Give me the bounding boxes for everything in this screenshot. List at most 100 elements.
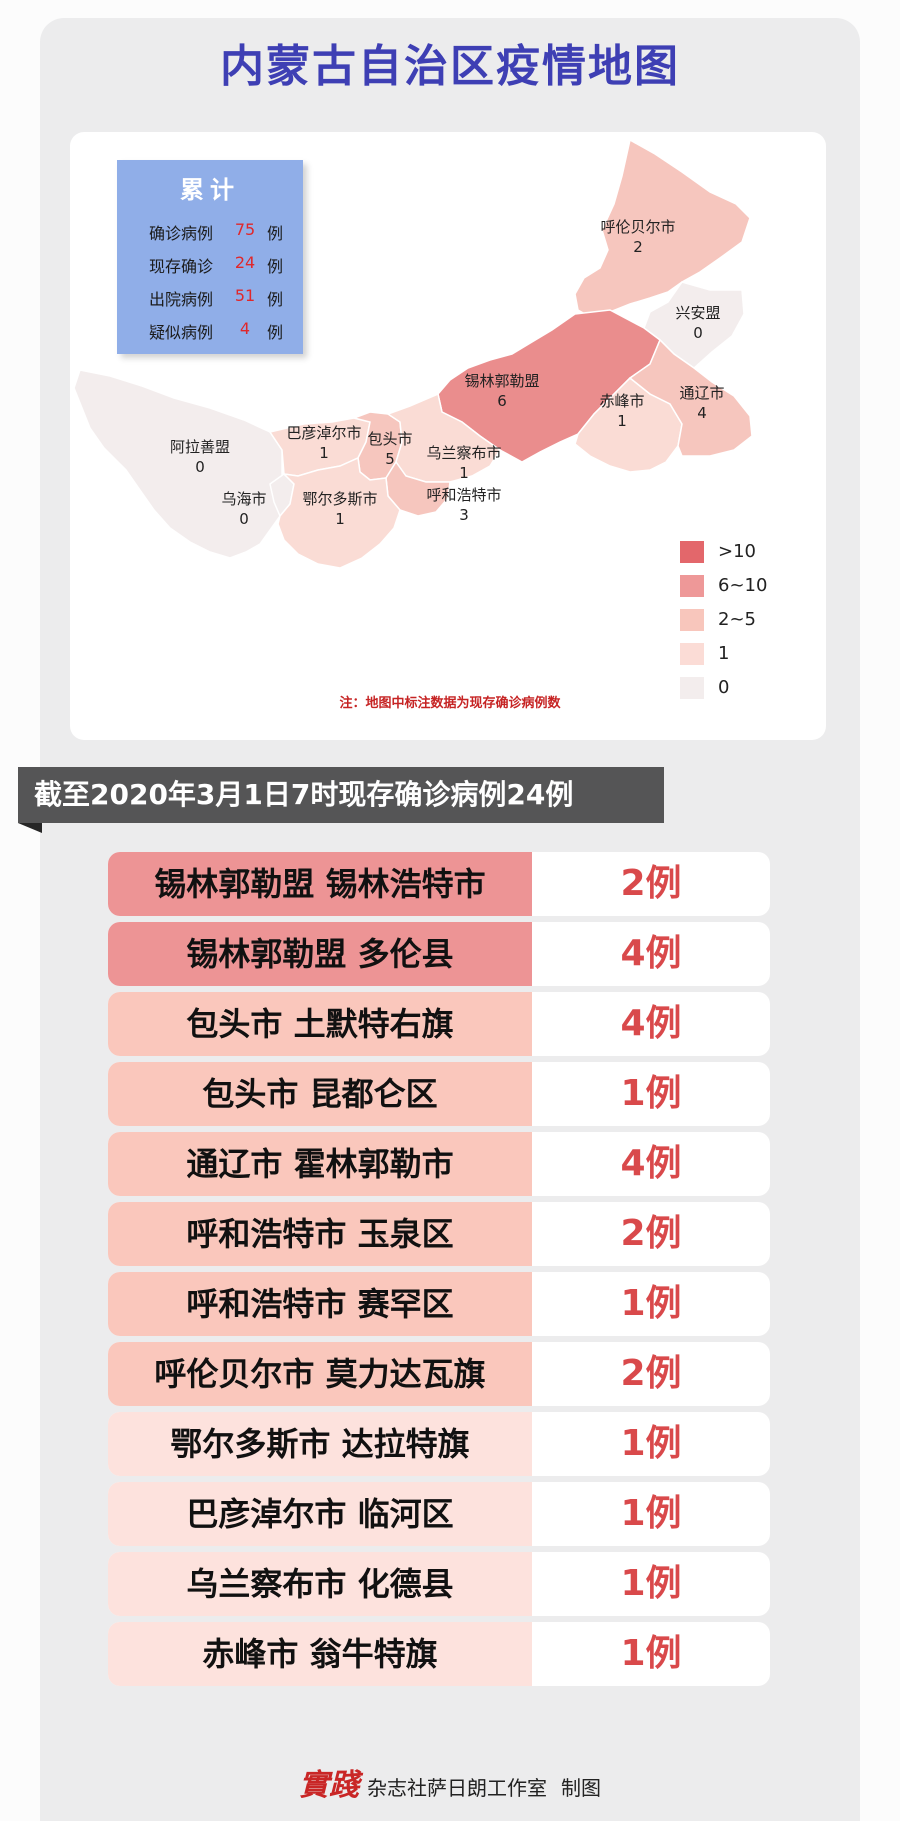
footer-credit: 實踐 杂志社萨日朗工作室 制图 xyxy=(0,1760,900,1804)
region-label-bayannur-count: 1 xyxy=(319,444,329,462)
case-name-cell xyxy=(108,992,532,1056)
case-row: 锡林郭勒盟 多伦县 4例 xyxy=(108,922,770,986)
region-alxa[interactable] xyxy=(73,369,285,559)
case-name-cell xyxy=(108,922,532,986)
date-banner-text: 截至2020年3月1日7时现存确诊病例24例 xyxy=(34,778,574,811)
case-row: 包头市 昆都仑区 1例 xyxy=(108,1062,770,1126)
case-count: 1例 xyxy=(620,1633,682,1674)
case-row: 鄂尔多斯市 达拉特旗 1例 xyxy=(108,1412,770,1476)
legend-item: 0 xyxy=(680,674,820,702)
credit-suffix: 制图 xyxy=(561,1776,601,1800)
stat-label: 确诊病例 xyxy=(149,224,214,243)
case-name-cell xyxy=(108,1062,532,1126)
case-name-cell xyxy=(108,1622,532,1686)
region-label-alxa-name: 阿拉善盟 xyxy=(170,438,230,456)
region-label-tongliao-name: 通辽市 xyxy=(679,384,724,402)
region-label-baotou-count: 5 xyxy=(385,450,395,468)
page-title: 内蒙古自治区疫情地图 xyxy=(220,41,680,92)
case-name-cell xyxy=(108,1482,532,1546)
legend-swatch xyxy=(680,677,704,699)
region-label-chifeng-count: 1 xyxy=(617,412,627,430)
case-row: 包头市 土默特右旗 4例 xyxy=(108,992,770,1056)
case-count: 4例 xyxy=(620,933,682,974)
region-label-baotou-name: 包头市 xyxy=(367,430,412,448)
region-label-bayannur-name: 巴彦淖尔市 xyxy=(286,424,361,442)
case-name-cell xyxy=(108,1552,532,1616)
stat-value: 4 xyxy=(239,319,251,338)
date-banner xyxy=(18,767,664,823)
region-label-wuhai-count: 0 xyxy=(239,510,249,528)
legend-item: >10 xyxy=(680,538,820,566)
region-label-hulunbuir-name: 呼伦贝尔市 xyxy=(600,218,675,236)
stats-title: 累计 xyxy=(180,176,240,204)
case-name-cell xyxy=(108,1412,532,1476)
stat-unit: 例 xyxy=(267,257,284,276)
region-label-alxa-count: 0 xyxy=(195,458,205,476)
case-count: 1例 xyxy=(620,1493,682,1534)
cumulative-stats-box: 累计 确诊病例 75 例 现存确诊 24 例 出院病例 51 例 疑似病例 4 … xyxy=(117,160,303,354)
case-location: 包头市 昆都仑区 xyxy=(202,1075,438,1113)
region-label-tongliao-count: 4 xyxy=(697,404,707,422)
region-tongliao[interactable] xyxy=(628,338,753,457)
case-location: 锡林郭勒盟 锡林浩特市 xyxy=(154,865,486,903)
region-label-hohhot-name: 呼和浩特市 xyxy=(426,486,501,504)
region-label-xilingol-count: 6 xyxy=(497,392,507,410)
legend-item: 2~5 xyxy=(680,606,820,634)
region-label-ordos-name: 鄂尔多斯市 xyxy=(302,490,377,508)
case-row: 锡林郭勒盟 锡林浩特市 2例 xyxy=(108,852,770,916)
legend-label: 1 xyxy=(718,643,730,664)
stat-value: 51 xyxy=(234,286,256,305)
case-count: 2例 xyxy=(620,1213,682,1254)
stat-value: 75 xyxy=(234,220,256,239)
case-count: 1例 xyxy=(620,1073,682,1114)
case-location: 包头市 土默特右旗 xyxy=(186,1005,454,1043)
stat-unit: 例 xyxy=(267,290,284,309)
legend-swatch xyxy=(680,541,704,563)
legend-label: 6~10 xyxy=(718,575,768,596)
region-ulanqab[interactable] xyxy=(386,392,502,483)
region-label-hinggan-name: 兴安盟 xyxy=(675,304,720,322)
case-row: 赤峰市 翁牛特旗 1例 xyxy=(108,1622,770,1686)
region-label-ulanqab-name: 乌兰察布市 xyxy=(426,444,501,462)
stat-unit: 例 xyxy=(267,323,284,342)
magazine-logo: 實踐 xyxy=(299,1768,359,1803)
case-count: 1例 xyxy=(620,1283,682,1324)
credit-text: 杂志社萨日朗工作室 xyxy=(367,1776,547,1800)
region-label-ulanqab-count: 1 xyxy=(459,464,469,482)
banner-fold xyxy=(18,823,42,833)
case-row: 乌兰察布市 化德县 1例 xyxy=(108,1552,770,1616)
case-location: 呼伦贝尔市 莫力达瓦旗 xyxy=(154,1355,486,1393)
case-count: 4例 xyxy=(620,1003,682,1044)
case-row: 呼和浩特市 赛罕区 1例 xyxy=(108,1272,770,1336)
legend-swatch xyxy=(680,575,704,597)
legend-item: 1 xyxy=(680,640,820,668)
case-row: 呼伦贝尔市 莫力达瓦旗 2例 xyxy=(108,1342,770,1406)
case-location: 呼和浩特市 玉泉区 xyxy=(186,1215,454,1253)
case-row: 通辽市 霍林郭勒市 4例 xyxy=(108,1132,770,1196)
case-name-cell xyxy=(108,1132,532,1196)
legend-label: 0 xyxy=(718,677,730,698)
case-count: 4例 xyxy=(620,1143,682,1184)
case-row: 呼和浩特市 玉泉区 2例 xyxy=(108,1202,770,1266)
case-location: 巴彦淖尔市 临河区 xyxy=(186,1495,454,1533)
region-label-hulunbuir-count: 2 xyxy=(633,238,643,256)
region-ordos[interactable] xyxy=(277,456,401,569)
case-name-cell xyxy=(108,1202,532,1266)
case-location: 通辽市 霍林郭勒市 xyxy=(186,1145,454,1183)
case-name-cell xyxy=(108,1342,532,1406)
region-hulunbuir[interactable] xyxy=(574,138,751,319)
case-location: 鄂尔多斯市 达拉特旗 xyxy=(170,1425,470,1463)
case-row: 巴彦淖尔市 临河区 1例 xyxy=(108,1482,770,1546)
region-label-hinggan-count: 0 xyxy=(693,324,703,342)
region-label-xilingol-name: 锡林郭勒盟 xyxy=(464,372,539,390)
case-count: 1例 xyxy=(620,1423,682,1464)
case-location: 呼和浩特市 赛罕区 xyxy=(186,1285,454,1323)
legend-label: >10 xyxy=(718,541,756,562)
legend-swatch xyxy=(680,643,704,665)
case-count: 1例 xyxy=(620,1563,682,1604)
region-map: 呼伦贝尔市 2 兴安盟 0 锡林郭勒盟 6 赤峰市 1 通辽市 4 阿拉善盟 0… xyxy=(73,138,753,569)
region-label-ordos-count: 1 xyxy=(335,510,345,528)
case-name-cell xyxy=(108,852,532,916)
stat-label: 疑似病例 xyxy=(149,323,214,342)
case-name-cell xyxy=(108,1272,532,1336)
